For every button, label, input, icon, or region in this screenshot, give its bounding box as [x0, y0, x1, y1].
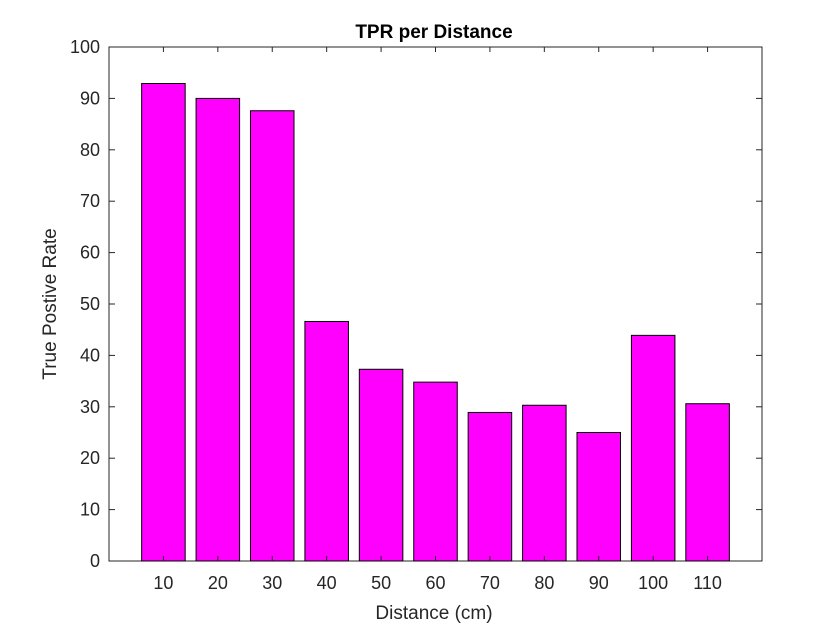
x-tick-label: 10 — [153, 573, 173, 593]
x-axis-ticks: 10 20 30 40 50 60 70 80 90 100 110 — [153, 47, 722, 593]
bar-10 — [141, 82, 186, 562]
y-tick-label: 30 — [80, 397, 100, 417]
y-tick-label: 0 — [90, 551, 100, 571]
bar-110 — [685, 403, 730, 562]
bars-group — [141, 82, 730, 562]
x-tick-label: 70 — [480, 573, 500, 593]
bar-50 — [358, 368, 404, 562]
y-axis-label: True Postive Rate — [40, 228, 61, 379]
y-tick-label: 40 — [80, 345, 100, 365]
bar-80 — [522, 404, 567, 562]
x-tick-label: 100 — [638, 573, 668, 593]
x-tick-label: 60 — [425, 573, 445, 593]
bar-60 — [413, 381, 458, 562]
y-tick-label: 100 — [70, 37, 100, 57]
chart-title: TPR per Distance — [355, 22, 512, 43]
y-tick-label: 70 — [80, 191, 100, 211]
y-tick-label: 10 — [80, 500, 100, 520]
x-tick-label: 40 — [317, 573, 337, 593]
bar-20 — [195, 97, 241, 562]
bar-70 — [467, 411, 513, 562]
y-axis-ticks: 0 10 20 30 40 50 60 70 80 90 100 — [70, 37, 762, 571]
y-tick-label: 80 — [80, 140, 100, 160]
x-tick-label: 50 — [371, 573, 391, 593]
x-tick-label: 80 — [534, 573, 554, 593]
y-tick-label: 60 — [80, 243, 100, 263]
bar-30 — [249, 110, 295, 562]
y-tick-label: 20 — [80, 448, 100, 468]
bar-40 — [304, 320, 349, 562]
x-tick-label: 90 — [589, 573, 609, 593]
x-tick-label: 20 — [208, 573, 228, 593]
x-tick-label: 30 — [262, 573, 282, 593]
y-tick-label: 90 — [80, 88, 100, 108]
bar-100 — [630, 334, 676, 562]
x-tick-label: 110 — [693, 573, 722, 593]
x-axis-label: Distance (cm) — [375, 603, 492, 624]
y-tick-label: 50 — [80, 294, 100, 314]
bar-90 — [576, 432, 622, 562]
